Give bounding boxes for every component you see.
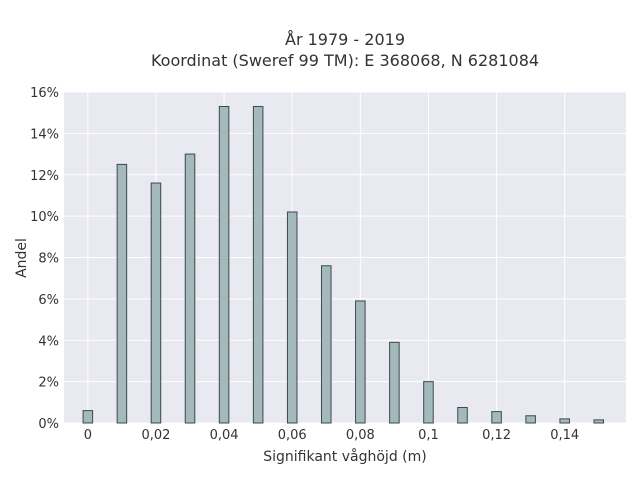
bar-15 [593, 419, 605, 424]
x-tick-label-5: 0,1 [418, 428, 439, 443]
y-tick-label-1: 2% [38, 376, 59, 391]
x-tick-labels: 0 0,02 0,04 0,06 0,08 0,1 0,12 0,14 [84, 428, 579, 443]
bar-0 [82, 410, 94, 424]
x-tick-label-3: 0,06 [278, 428, 307, 443]
x-tick-label-4: 0,08 [346, 428, 375, 443]
y-tick-label-3: 6% [38, 293, 59, 308]
y-tick-label-0: 0% [38, 417, 59, 432]
bar-1 [116, 163, 128, 424]
y-tick-labels: 0% 2% 4% 6% 8% 10% 12% 14% 16% [30, 86, 59, 432]
x-tick-label-6: 0,12 [482, 428, 511, 443]
bar-6 [286, 211, 298, 424]
bar-4 [218, 105, 230, 424]
bars [82, 105, 605, 424]
y-tick-label-2: 4% [38, 334, 59, 349]
y-tick-label-8: 16% [30, 86, 59, 101]
bar-3 [184, 153, 196, 424]
bar-5 [252, 105, 264, 424]
bar-7 [320, 265, 332, 424]
y-axis-label: Andel [14, 238, 30, 278]
x-tick-label-7: 0,14 [550, 428, 579, 443]
bar-8 [355, 300, 366, 424]
bar-12 [491, 411, 502, 424]
bar-9 [389, 341, 400, 424]
bar-2 [150, 182, 162, 424]
bar-11 [457, 406, 468, 424]
x-axis-label: Signifikant våghöjd (m) [263, 448, 426, 465]
x-tick-label-2: 0,04 [210, 428, 239, 443]
y-tick-label-6: 12% [30, 169, 59, 184]
bar-13 [525, 415, 536, 424]
bar-14 [559, 418, 570, 424]
bar-10 [423, 381, 434, 424]
y-tick-label-4: 8% [38, 252, 59, 267]
y-tick-label-7: 14% [30, 127, 59, 142]
chart-title-line-1: År 1979 - 2019 [285, 30, 405, 49]
x-tick-label-1: 0,02 [141, 428, 170, 443]
y-tick-label-5: 10% [30, 210, 59, 225]
chart-title-line-2: Koordinat (Sweref 99 TM): E 368068, N 62… [151, 51, 539, 70]
x-tick-label-0: 0 [84, 428, 92, 443]
